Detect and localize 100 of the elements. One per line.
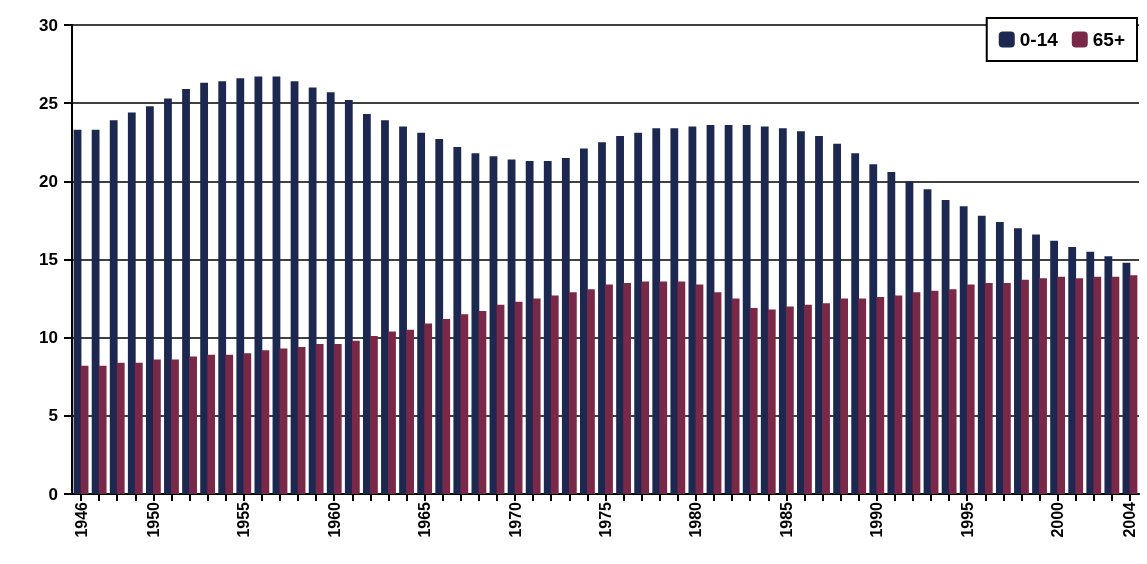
bar [1068,246,1077,494]
x-tick-label: 1946 [72,501,90,538]
bar [923,189,932,494]
y-tick-label: 25 [39,93,58,113]
bar [731,298,740,494]
bar [858,298,867,494]
bar [851,153,860,494]
x-tick-label: 1960 [325,501,343,538]
bar [670,128,679,494]
bar [145,106,154,494]
bar [225,354,234,494]
bar [1104,256,1113,494]
bar [424,323,433,494]
bar [984,282,993,494]
bar [598,142,606,494]
bar [568,292,577,494]
bar [152,359,161,494]
bar [134,362,143,494]
bar [98,365,107,494]
bar [116,362,125,494]
x-tick-label: 1950 [144,501,162,538]
bar [760,126,769,494]
bar [351,340,360,494]
bar [218,81,227,494]
bar [171,359,179,494]
bar [706,125,715,494]
bar [406,329,414,494]
bar [966,284,975,494]
y-tick-label: 5 [48,406,58,426]
bar [326,92,335,494]
bar [641,281,650,494]
x-tick-label: 1965 [416,501,434,538]
bar [605,284,613,494]
bar [948,289,957,494]
x-tick-label: 1985 [777,501,795,538]
bar [109,120,118,494]
bar [1032,234,1040,494]
bar [254,76,263,494]
bar [453,146,462,494]
y-tick-label: 30 [39,15,58,35]
bar [724,125,733,494]
x-tick-label: 2004 [1121,501,1139,538]
bar [550,295,559,494]
bar [977,215,986,494]
bar [840,298,849,494]
x-tick-label: 1995 [958,501,976,538]
bar [362,114,371,494]
bar [767,309,776,494]
bar [91,129,100,494]
bar [1021,279,1029,494]
bar [1093,276,1102,494]
bar [243,353,252,494]
bar [1014,228,1022,494]
bar [742,125,751,494]
bar [1050,240,1059,494]
bar [73,129,82,494]
bar [941,200,950,494]
bar [207,354,216,494]
bar [749,307,758,494]
bar [894,295,903,494]
legend-label: 0-14 [1019,29,1059,50]
bar [514,301,523,494]
bar [435,139,444,494]
bar [833,143,841,494]
bar [164,98,172,494]
bar [290,81,299,494]
bar [370,336,378,494]
bar [532,298,541,494]
bar [959,206,968,494]
bar [822,303,830,494]
y-tick-label: 10 [39,328,58,348]
x-tick-label: 1955 [235,501,253,538]
y-tick-label: 20 [39,171,58,191]
bar [189,356,197,494]
bar [804,304,812,494]
bar [200,82,209,494]
bar [381,120,389,494]
bar [876,297,885,494]
bar [815,136,823,494]
x-tick-label: 1990 [868,501,886,538]
bar [1057,276,1066,494]
bar [616,136,624,494]
bar [417,132,426,494]
bar [887,171,896,494]
bar [930,290,939,494]
bar [1075,278,1084,494]
bar [587,289,595,494]
bar [297,347,306,494]
bar [315,343,324,494]
bar [236,78,245,494]
x-tick-label: 2000 [1049,501,1067,538]
bar [525,161,534,494]
x-tick-label: 1975 [597,501,614,538]
bar [261,350,270,494]
bar [1111,276,1120,494]
y-tick-label: 15 [39,250,58,269]
y-tick-label: 0 [48,484,58,504]
bar [677,281,686,494]
bar [388,331,396,494]
bar [1122,262,1131,494]
